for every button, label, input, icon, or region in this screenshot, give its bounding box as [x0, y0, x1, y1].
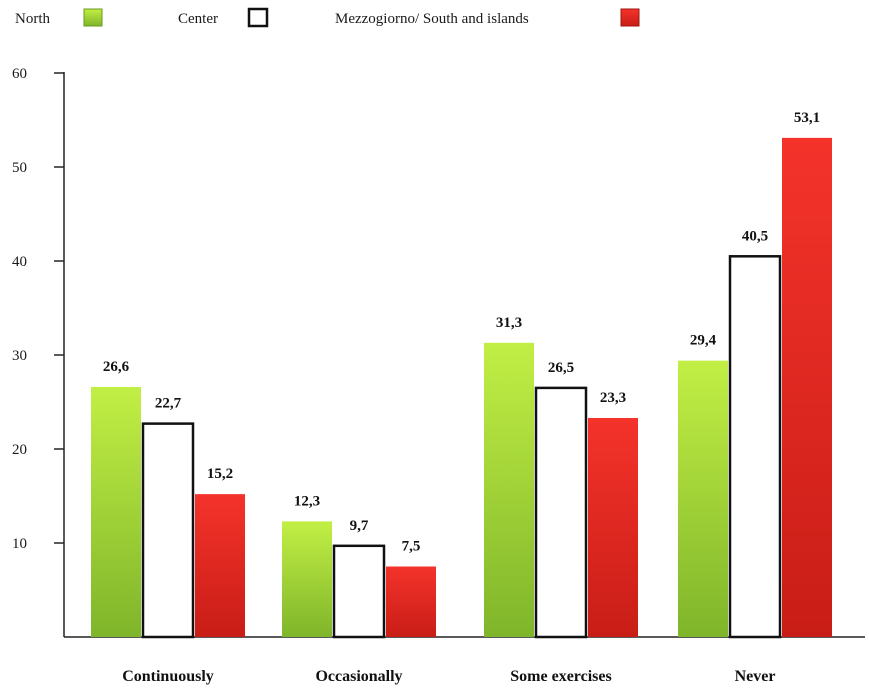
y-tick-label: 10	[12, 536, 27, 552]
data-label: 26,6	[103, 359, 130, 375]
data-label: 31,3	[496, 315, 522, 331]
bar-center	[141, 422, 195, 639]
data-label: 7,5	[402, 539, 421, 555]
data-label: 29,4	[690, 333, 717, 349]
bar-south	[386, 566, 436, 637]
legend-label-south: Mezzogiorno/ South and islands	[335, 11, 529, 27]
y-tick-label: 20	[12, 442, 27, 458]
y-axis-ticks: 10 20 30 40 50 60	[12, 66, 64, 552]
legend-label-north: North	[15, 11, 50, 27]
bar-center	[534, 386, 588, 639]
bar-south	[588, 417, 638, 637]
bar-center	[728, 255, 782, 639]
legend-label-center: Center	[178, 11, 218, 27]
bar-north	[91, 386, 141, 637]
legend-swatch-south	[620, 8, 640, 27]
bar-north	[484, 342, 534, 637]
legend-swatch-north	[83, 8, 103, 27]
category-label: Occasionally	[315, 668, 402, 685]
category-label: Never	[735, 668, 776, 685]
data-label: 23,3	[600, 390, 626, 406]
y-tick-label: 50	[12, 160, 27, 176]
data-label: 40,5	[742, 228, 768, 244]
category-label: Some exercises	[510, 668, 611, 685]
data-label: 9,7	[350, 518, 369, 534]
data-label: 22,7	[155, 396, 182, 412]
bar-north	[282, 521, 332, 637]
legend-swatch-center	[247, 7, 269, 28]
bar-center	[332, 544, 386, 639]
y-tick-label: 30	[12, 348, 27, 364]
bar-north	[678, 360, 728, 637]
bar-south	[782, 137, 832, 638]
bar-south	[195, 494, 245, 637]
y-tick-label: 60	[12, 66, 27, 82]
legend: North Center Mezzogiorno/ South and isla…	[15, 7, 640, 28]
category-labels: Continuously Occasionally Some exercises Ne…	[122, 668, 775, 685]
data-label: 53,1	[794, 110, 820, 126]
data-label: 12,3	[294, 493, 320, 509]
data-label: 15,2	[207, 466, 233, 482]
category-label: Continuously	[122, 668, 214, 685]
bars: 26,6 22,7 15,2 12,3 9,7 7,5 31,3 26,5 23,3 29,4 40…	[91, 110, 832, 639]
y-tick-label: 40	[12, 254, 27, 270]
data-label: 26,5	[548, 360, 574, 376]
